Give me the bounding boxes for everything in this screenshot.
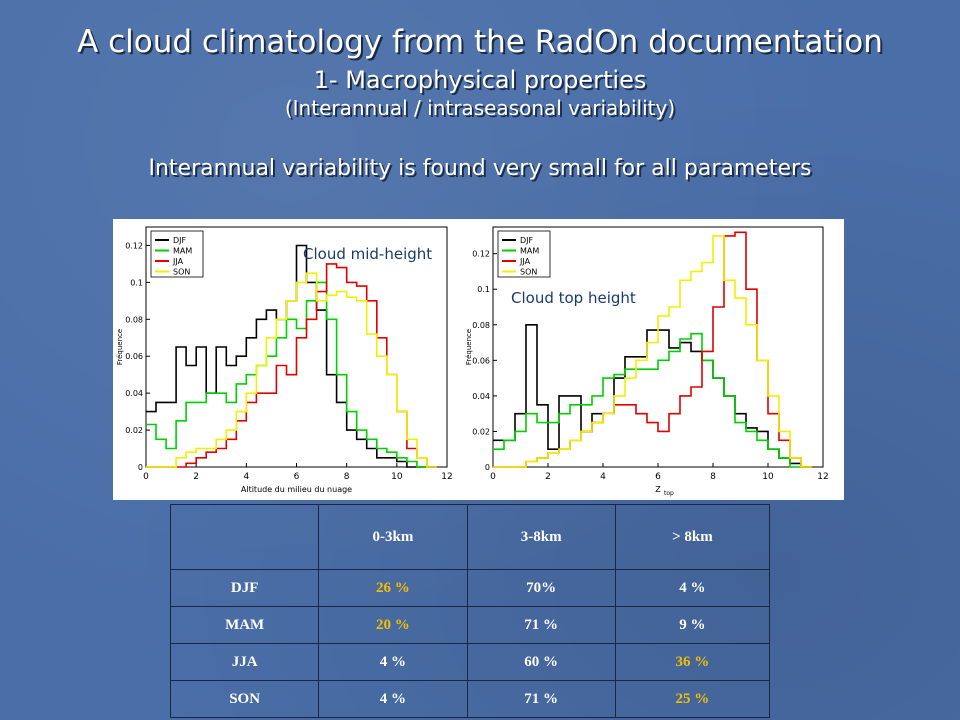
- y-tick-label: 0.08: [125, 315, 143, 324]
- y-tick-label: 0.08: [472, 321, 490, 330]
- legend-label: JJA: [172, 257, 184, 266]
- legend-label: SON: [173, 268, 190, 277]
- legend-label: DJF: [520, 236, 534, 245]
- y-tick-label: 0.04: [472, 392, 490, 401]
- table-cell: 70%: [466, 569, 616, 607]
- y-tick-label: 0.12: [125, 241, 143, 250]
- x-tick-label: 2: [545, 472, 551, 482]
- y-tick-label: 0.12: [472, 250, 490, 259]
- x-tick-label: 6: [294, 472, 300, 482]
- table-row-label: SON: [169, 680, 320, 718]
- slide-subtitle-secondary: (Interannual / intraseasonal variability…: [284, 96, 676, 120]
- x-tick-label: 12: [441, 472, 452, 482]
- y-axis-label: Fréquence: [465, 329, 473, 365]
- x-axis-label-subscript: top: [664, 490, 674, 497]
- chart-top-height: 0 2 4 6 8 10 12 0 0.02 0.04 0.06 0.08 0.1 0.12 DJF MAMJ…: [465, 226, 829, 497]
- table-row: DJF 26 % 70% 4 %: [169, 569, 771, 607]
- x-tick-label: 10: [391, 472, 403, 482]
- table-cell: 36 %: [614, 643, 771, 681]
- y-tick-label: 0.04: [125, 389, 143, 398]
- slide-subtitle: 1- Macrophysical properties: [313, 66, 647, 94]
- table-header-cell: 3-8km: [466, 504, 616, 570]
- x-tick-label: 8: [344, 472, 350, 482]
- x-tick-label: 0: [490, 472, 496, 482]
- table-header-cell: > 8km: [614, 504, 771, 570]
- x-axis-label: Z: [655, 485, 661, 494]
- x-tick-label: 10: [762, 472, 774, 482]
- table-cell: 4 %: [614, 569, 771, 607]
- y-tick-label: 0.1: [130, 278, 143, 287]
- series-line-mam: [493, 332, 812, 468]
- x-tick-label: 2: [193, 472, 199, 482]
- y-tick-label: 0.02: [472, 427, 490, 436]
- legend-box: [150, 230, 204, 278]
- table-cell: 60 %: [466, 643, 616, 681]
- table-header-row: 0-3km 3-8km > 8km: [169, 504, 771, 570]
- table-cell: 4 %: [318, 643, 468, 681]
- table-header-cell: [169, 504, 320, 570]
- x-tick-label: 4: [243, 472, 249, 482]
- table-header-cell: 0-3km: [318, 504, 468, 570]
- slide-headline: Interannual variability is found very sm…: [148, 156, 812, 181]
- x-tick-label: 12: [817, 472, 828, 482]
- x-axis-label: Altitude du milieu du nuage: [241, 485, 352, 494]
- title-block: A cloud climatology from the RadOn docum…: [0, 0, 960, 182]
- legend-label: JJA: [519, 257, 531, 266]
- y-axis-label: Fréquence: [116, 329, 124, 365]
- table-cell: 26 %: [318, 569, 468, 607]
- chart-mid-height: 0 2 4 6 8 10 12 0 0.02 0.04 0.06 0.08 0.1 0.12 DJF MAMJ…: [116, 226, 453, 494]
- series-line-mam: [146, 281, 437, 468]
- x-tick-label: 6: [655, 472, 661, 482]
- table-row: JJA 4 % 60 % 36 %: [169, 643, 771, 681]
- y-tick-label: 0: [485, 463, 490, 472]
- legend-box: [497, 230, 551, 278]
- chart-annotation-mid-height: Cloud mid-height: [303, 245, 433, 263]
- table-cell: 71 %: [466, 606, 616, 644]
- cloud-fraction-table: 0-3km 3-8km > 8km DJF 26 % 70% 4 % MAM 2…: [169, 504, 771, 718]
- chart-panel-top-height: 0 2 4 6 8 10 12 0 0.02 0.04 0.06 0.08 0.1 0.12 DJF MAM J…: [465, 219, 844, 500]
- table-row-label: MAM: [169, 606, 320, 644]
- legend-label: MAM: [520, 247, 539, 256]
- legend-label: SON: [520, 268, 537, 277]
- x-tick-label: 8: [710, 472, 716, 482]
- chart-panel-mid-height: 0 2 4 6 8 10 12 0 0.02 0.04 0.06 0.08 0.1 0.12 DJF MAM J…: [113, 219, 465, 500]
- x-tick-label: 0: [143, 472, 149, 482]
- legend-label: DJF: [173, 236, 187, 245]
- legend-label: MAM: [173, 247, 192, 256]
- slide-title: A cloud climatology from the RadOn docum…: [77, 24, 883, 60]
- y-tick-label: 0.02: [125, 426, 143, 435]
- table-cell: 71 %: [466, 680, 616, 718]
- table-cell: 9 %: [614, 606, 771, 644]
- x-tick-label: 4: [600, 472, 606, 482]
- table-cell: 4 %: [318, 680, 468, 718]
- table-cell: 25 %: [614, 680, 771, 718]
- series-line-son: [146, 272, 437, 468]
- table-row: SON 4 % 71 % 25 %: [169, 680, 771, 718]
- chart-annotation-top-height: Cloud top height: [511, 289, 636, 307]
- y-tick-label: 0: [138, 463, 143, 472]
- table-row-label: DJF: [169, 569, 320, 607]
- table-row-label: JJA: [169, 643, 320, 681]
- table-cell: 20 %: [318, 606, 468, 644]
- y-tick-label: 0.06: [472, 356, 490, 365]
- table-row: MAM 20 % 71 % 9 %: [169, 606, 771, 644]
- y-tick-label: 0.1: [477, 285, 490, 294]
- y-tick-label: 0.06: [125, 352, 143, 361]
- series-line-son: [493, 235, 812, 468]
- series-line-djf: [493, 324, 812, 468]
